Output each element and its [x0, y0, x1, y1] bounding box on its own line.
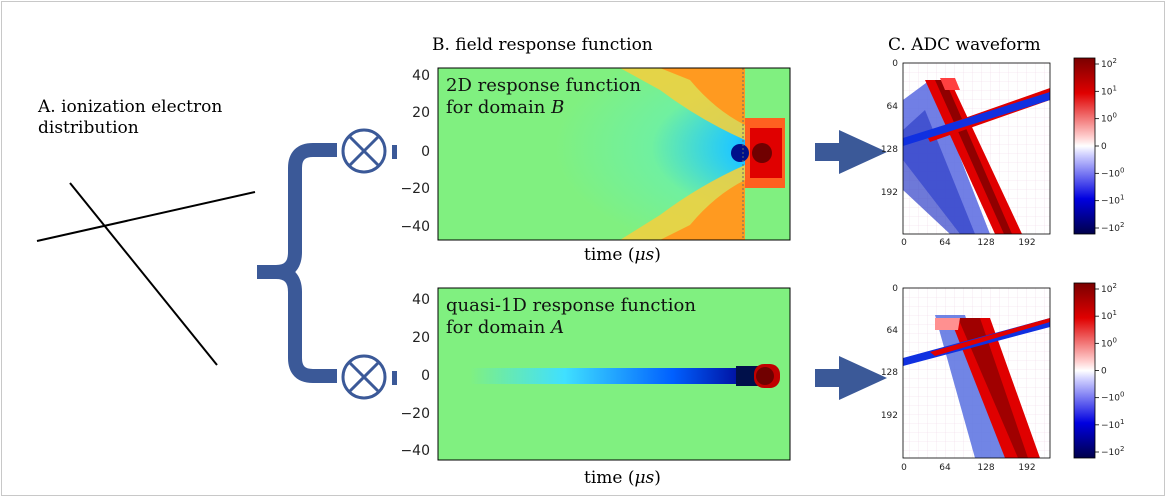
top-plot-label-line1: 2D response function — [446, 75, 641, 96]
svg-text:192: 192 — [1018, 463, 1035, 473]
bottom-plot-y-ticks: 40 20 0 −20 −40 — [400, 292, 430, 459]
svg-text:0: 0 — [901, 238, 907, 248]
colorbar-tick-label: −100 — [1101, 166, 1124, 179]
panel-a-title-line2: distribution — [38, 118, 139, 138]
svg-text:0: 0 — [892, 284, 898, 294]
arrow-right-icon-top — [815, 130, 887, 174]
top-plot-xlabel: time (μs) — [584, 245, 661, 265]
field-response-quasi1d-plot: quasi-1D response function for domain A … — [400, 287, 791, 488]
top-plot-label-line2: for domain B — [446, 97, 564, 118]
svg-text:192: 192 — [881, 411, 898, 421]
electron-track-1 — [36, 191, 256, 242]
panel-b-title: B. field response function — [432, 35, 653, 55]
colorbar-tick-label: 102 — [1101, 57, 1117, 70]
colorbar-bottom — [1073, 282, 1096, 459]
adc-waveform-bottom: 0 64 128 192 0 64 128 192 102 101 100 0 −100… — [881, 282, 1125, 473]
svg-text:−40: −40 — [400, 443, 430, 459]
svg-text:192: 192 — [1018, 238, 1035, 248]
svg-text:40: 40 — [412, 292, 430, 308]
svg-text:128: 128 — [977, 463, 994, 473]
svg-text:0: 0 — [901, 463, 907, 473]
svg-text:64: 64 — [939, 463, 951, 473]
svg-text:0: 0 — [421, 144, 430, 160]
svg-text:−20: −20 — [400, 181, 430, 197]
svg-text:−20: −20 — [400, 406, 430, 422]
svg-text:20: 20 — [412, 330, 430, 346]
colorbar-tick-label: −101 — [1101, 418, 1124, 431]
colorbar-bottom-ticks: 102 101 100 0 −100 −101 −102 — [1095, 282, 1124, 458]
convolution-icon-top — [341, 128, 397, 174]
top-plot-y-ticks: 40 20 0 −20 −40 — [400, 68, 430, 235]
svg-text:128: 128 — [881, 368, 898, 378]
svg-text:128: 128 — [881, 145, 898, 155]
colorbar-tick-label: 100 — [1101, 336, 1117, 349]
bottom-plot-label-line2: for domain A — [446, 317, 564, 338]
svg-text:0: 0 — [892, 59, 898, 69]
colorbar-tick-label: 101 — [1101, 309, 1117, 322]
adc-waveform-top: 0 64 128 192 0 64 128 192 102 101 100 0 −100… — [881, 57, 1125, 248]
svg-text:64: 64 — [887, 326, 899, 336]
convolution-icon-bottom — [341, 354, 397, 400]
colorbar-tick-label: 0 — [1101, 367, 1107, 377]
svg-text:20: 20 — [412, 105, 430, 121]
svg-text:128: 128 — [977, 238, 994, 248]
colorbar-tick-label: −102 — [1101, 445, 1124, 458]
svg-text:64: 64 — [939, 238, 951, 248]
flow-brace — [257, 143, 337, 383]
colorbar-top-ticks: 102 101 100 0 −100 −101 −102 — [1095, 57, 1124, 234]
colorbar-tick-label: 100 — [1101, 112, 1117, 125]
colorbar-tick-label: −100 — [1101, 391, 1124, 404]
colorbar-tick-label: −101 — [1101, 194, 1124, 207]
panel-a-title-line1: A. ionization electron — [37, 97, 222, 117]
electron-track-2 — [69, 182, 218, 366]
svg-text:64: 64 — [887, 102, 899, 112]
colorbar-tick-label: 102 — [1101, 282, 1117, 295]
bottom-plot-xlabel: time (μs) — [584, 468, 661, 488]
colorbar-top — [1073, 57, 1096, 235]
field-response-2d-plot: 2D response function for domain B 40 20 … — [400, 67, 791, 265]
svg-text:0: 0 — [421, 368, 430, 384]
svg-text:192: 192 — [881, 188, 898, 198]
arrow-right-icon-bottom — [815, 356, 887, 400]
colorbar-tick-label: −102 — [1101, 221, 1124, 234]
svg-text:−40: −40 — [400, 219, 430, 235]
colorbar-tick-label: 101 — [1101, 84, 1117, 97]
bottom-plot-label-line1: quasi-1D response function — [446, 295, 696, 316]
svg-text:40: 40 — [412, 68, 430, 84]
colorbar-tick-label: 0 — [1101, 142, 1107, 152]
panel-c-title: C. ADC waveform — [888, 35, 1041, 55]
